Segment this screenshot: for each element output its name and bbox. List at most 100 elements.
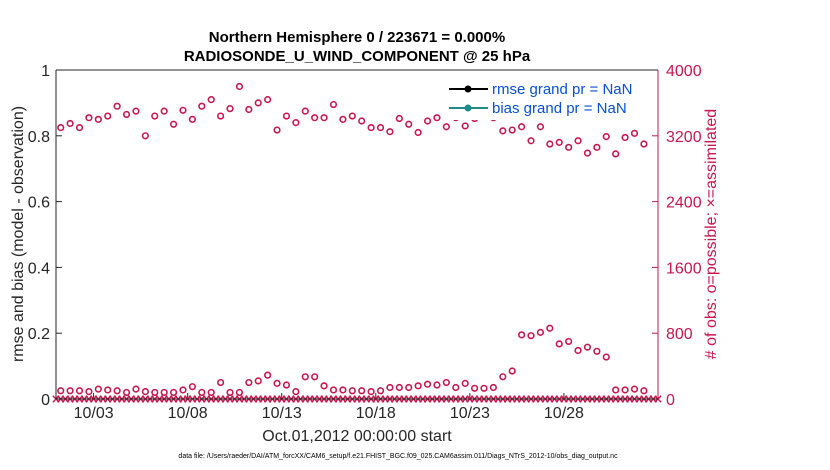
possible-obs-point	[348, 387, 356, 395]
right-tick-label: 800	[666, 326, 693, 343]
x-tick-label: 10/18	[356, 405, 396, 422]
possible-obs-point	[612, 150, 620, 158]
possible-obs-point	[527, 137, 535, 145]
possible-obs-point	[94, 115, 102, 123]
possible-obs-point	[461, 122, 469, 130]
possible-obs-point	[405, 383, 413, 392]
possible-obs-point	[113, 387, 121, 395]
possible-obs-point	[301, 107, 309, 115]
possible-obs-point	[273, 379, 281, 387]
possible-obs-point	[141, 132, 149, 140]
possible-obs-point	[386, 128, 394, 136]
left-tick-label: 0.8	[28, 129, 50, 146]
possible-obs-point	[217, 378, 225, 387]
possible-obs-point	[235, 82, 244, 91]
possible-obs-point	[122, 110, 131, 119]
y-axis-left-label: rmse and bias (model - observation)	[10, 106, 27, 362]
possible-obs-point	[574, 137, 582, 145]
possible-obs-point	[311, 373, 319, 381]
possible-obs-point	[593, 347, 601, 355]
legend-bias-label: bias grand pr = NaN	[492, 100, 627, 117]
left-tick-label: 0	[41, 392, 50, 409]
possible-obs-point	[395, 383, 403, 392]
x-axis-label: Oct.01,2012 00:00:00 start	[262, 428, 452, 445]
possible-obs-point	[593, 143, 601, 151]
right-tick-label: 1600	[666, 260, 702, 277]
left-tick-label: 0.2	[28, 326, 50, 343]
possible-obs-point	[301, 373, 309, 381]
possible-obs-point	[66, 119, 74, 128]
possible-obs-point	[405, 120, 413, 128]
possible-obs-point	[75, 123, 84, 132]
possible-obs-point	[311, 114, 319, 122]
possible-obs-point	[245, 105, 253, 114]
left-y-axis: 0 0.2 0.4 0.6 0.8 1	[28, 63, 62, 409]
x-tick-label: 10/23	[450, 405, 490, 422]
possible-obs-point	[452, 383, 460, 392]
possible-obs-point	[518, 123, 526, 131]
possible-obs-point	[508, 126, 516, 134]
possible-obs-point	[461, 379, 469, 387]
possible-obs-point	[499, 373, 507, 381]
possible-obs-point	[395, 114, 403, 123]
possible-obs-point	[621, 133, 629, 142]
possible-obs-point	[423, 380, 432, 388]
possible-obs-point	[75, 387, 84, 395]
possible-obs-point	[207, 388, 215, 397]
possible-obs-point	[160, 388, 168, 397]
possible-obs-point	[339, 386, 347, 394]
possible-obs-point	[367, 123, 375, 132]
possible-obs-point	[358, 117, 366, 125]
possible-obs-point	[151, 112, 159, 120]
possible-obs-point	[630, 129, 639, 137]
possible-obs-point	[235, 388, 244, 397]
legend: rmse grand pr = NaN bias grand pr = NaN	[445, 78, 645, 120]
possible-obs-point	[254, 377, 262, 385]
possible-obs-point	[188, 115, 196, 123]
possible-obs-point	[386, 383, 394, 392]
possible-obs-point	[264, 371, 272, 379]
right-tick-label: 2400	[666, 195, 702, 212]
y-axis-right-label: # of obs: o=possible; ×=assimilated	[703, 109, 720, 359]
possible-obs-point	[141, 387, 149, 396]
possible-obs-point	[433, 114, 441, 122]
data-file-footnote: data file: /Users/raeder/DAI/ATM_forcXX/…	[178, 453, 618, 460]
possible-obs-point	[508, 367, 516, 375]
possible-obs-point	[546, 140, 554, 148]
possible-obs-point	[179, 106, 187, 114]
possible-obs-point	[320, 382, 328, 390]
possible-obs-point	[160, 107, 168, 115]
possible-obs-point	[640, 387, 648, 395]
possible-obs-point	[367, 387, 375, 396]
possible-obs-point	[57, 123, 65, 132]
possible-obs-point	[621, 386, 629, 394]
legend-bias-marker	[464, 104, 472, 112]
chart-title-line2: RADIOSONDE_U_WIND_COMPONENT @ 25 hPa	[184, 48, 531, 65]
possible-obs-point	[423, 117, 432, 125]
right-tick-label: 0	[666, 392, 675, 409]
possible-obs-point	[245, 378, 253, 387]
possible-obs-point	[574, 346, 582, 355]
possible-obs-point	[348, 112, 356, 120]
possible-obs-point	[499, 127, 507, 135]
possible-obs-point	[329, 386, 338, 394]
possible-obs-point	[414, 128, 422, 137]
possible-obs-point	[226, 105, 234, 113]
possible-obs-point	[57, 387, 65, 395]
legend-rmse-marker	[464, 85, 472, 93]
possible-obs-point	[583, 343, 592, 351]
x-tick-label: 10/13	[262, 405, 302, 422]
possible-obs-point	[565, 143, 573, 151]
possible-obs-point	[546, 324, 554, 332]
possible-obs-point	[122, 388, 131, 397]
x-tick-label: 10/28	[544, 405, 584, 422]
possible-obs-point	[282, 381, 291, 389]
possible-obs-point	[480, 384, 488, 392]
possible-obs-point	[217, 112, 225, 120]
possible-obs-point	[132, 385, 140, 393]
chart-title-line1: Northern Hemisphere 0 / 223671 = 0.000%	[209, 29, 505, 46]
possible-obs-point	[94, 385, 102, 393]
possible-obs-point	[282, 112, 291, 120]
possible-obs-point	[85, 114, 93, 122]
x-tick-label: 10/08	[168, 405, 208, 422]
